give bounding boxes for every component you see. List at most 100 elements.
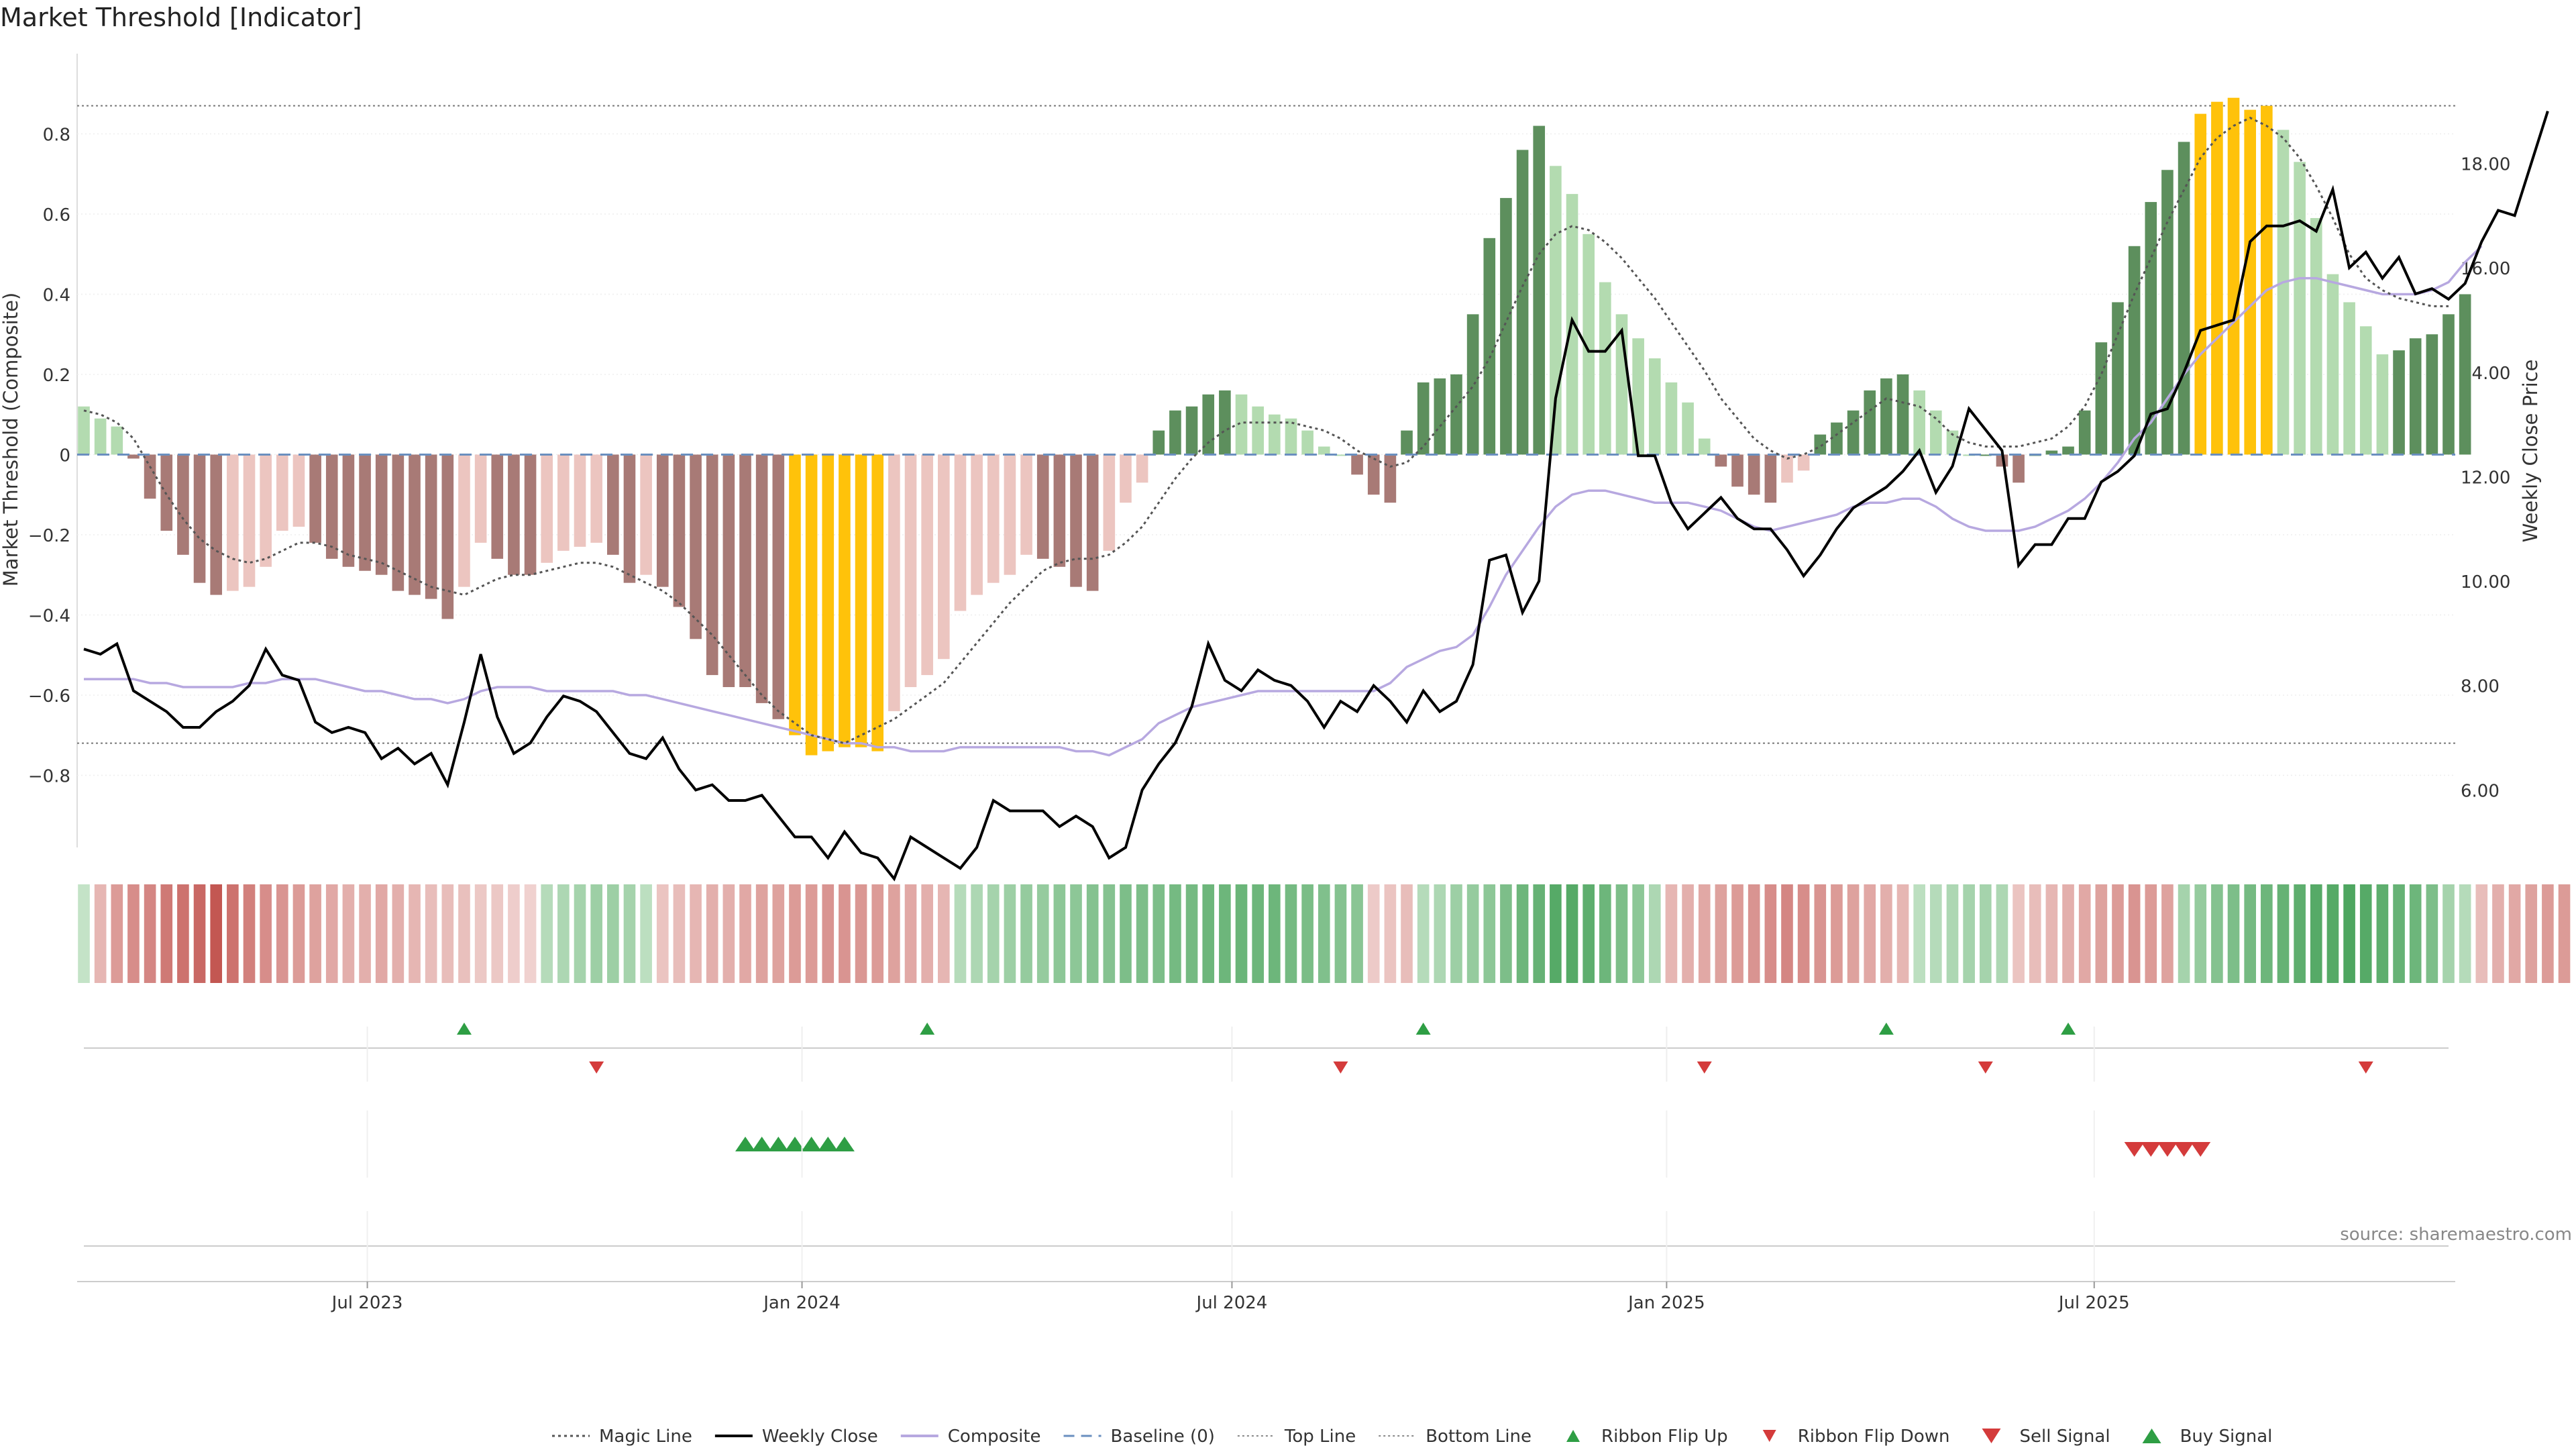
legend-item-buy: Buy Signal — [2142, 1427, 2272, 1447]
ribbon-cell — [2178, 884, 2190, 983]
composite-line — [84, 245, 2483, 757]
ribbon-cell — [2045, 884, 2058, 983]
ribbon-cell — [1252, 884, 1264, 983]
composite-bar — [2095, 342, 2108, 455]
composite-bar — [1847, 410, 1860, 455]
composite-bar — [2310, 217, 2322, 455]
composite-bar — [2012, 454, 2025, 483]
composite-bar — [1318, 446, 1330, 455]
composite-bar — [441, 454, 454, 619]
composite-bar — [1384, 454, 1397, 503]
composite-bar — [1185, 406, 1198, 455]
chart-title: Market Threshold [Indicator] — [0, 3, 362, 32]
composite-bar — [2359, 326, 2372, 455]
ribbon-cell — [1136, 884, 1148, 983]
ribbon-cell — [1466, 884, 1479, 983]
composite-bar — [1401, 430, 1413, 455]
composite-bar — [2112, 302, 2124, 455]
y2-axis-label: Weekly Close Price — [2519, 360, 2542, 543]
ribbon-cell — [1880, 884, 1892, 983]
composite-bar — [243, 454, 256, 587]
composite-bar — [2393, 350, 2405, 455]
ribbon-cell — [243, 884, 256, 983]
ribbon-cell — [144, 884, 156, 983]
ribbon-cell — [2128, 884, 2141, 983]
ribbon-cell — [1367, 884, 1380, 983]
composite-bar — [1086, 454, 1099, 591]
y2-tick-label: 12.00 — [2461, 468, 2510, 488]
ribbon-cell — [1450, 884, 1462, 983]
ribbon-cell — [1334, 884, 1347, 983]
y-tick-label: 0.8 — [43, 125, 70, 145]
composite-bar — [640, 454, 652, 575]
composite-bar — [855, 454, 867, 747]
composite-bar — [2062, 446, 2074, 455]
ribbon-cell — [904, 884, 917, 983]
ribbon-cell — [822, 884, 835, 983]
composite-bar — [1913, 390, 1926, 455]
composite-bar — [2426, 334, 2438, 455]
composite-bar — [1202, 394, 1215, 455]
composite-bar — [971, 454, 983, 595]
composite-bar — [1946, 430, 1959, 455]
legend-label: Weekly Close — [762, 1427, 878, 1447]
composite-bar — [1648, 358, 1661, 455]
ribbon-cell — [971, 884, 983, 983]
ribbon-cell — [2409, 884, 2422, 983]
ribbon-cell — [193, 884, 206, 983]
ribbon-cell — [1318, 884, 1330, 983]
ribbon-cell — [359, 884, 371, 983]
ribbon-cell — [673, 884, 686, 983]
ribbon-cell — [871, 884, 884, 983]
ribbon-cell — [1550, 884, 1562, 983]
ribbon-cell — [2542, 884, 2554, 983]
legend-label: Sell Signal — [2019, 1427, 2110, 1447]
composite-bar — [2443, 314, 2455, 455]
ribbon-cell — [772, 884, 785, 983]
legend-swatch — [1982, 1429, 2001, 1443]
legend-label: Ribbon Flip Up — [1601, 1427, 1728, 1447]
legend-item-bottom: Bottom Line — [1379, 1427, 1532, 1447]
composite-bar — [2178, 142, 2190, 455]
legend-swatch — [2142, 1429, 2161, 1443]
ribbon-panel — [78, 884, 2571, 983]
ribbon-cell — [1665, 884, 1678, 983]
ribbon-cell — [2443, 884, 2455, 983]
x-tick-label: Jul 2024 — [1195, 1293, 1268, 1313]
composite-bar — [1169, 410, 1181, 455]
ribbon-cell — [2343, 884, 2355, 983]
composite-bar — [2045, 450, 2058, 455]
ribbon-cell — [1748, 884, 1760, 983]
ribbon-cell — [1235, 884, 1248, 983]
composite-bar — [921, 454, 933, 676]
ribbon-cell — [557, 884, 570, 983]
ribbon-cell — [2558, 884, 2571, 983]
composite-bar — [425, 454, 437, 599]
composite-bar — [772, 454, 785, 719]
composite-bar — [359, 454, 371, 571]
ribbon-cell — [755, 884, 768, 983]
y2-tick-label: 6.00 — [2461, 781, 2500, 801]
composite-bar — [474, 454, 487, 543]
composite-bar — [590, 454, 602, 543]
composite-bar — [177, 454, 189, 555]
composite-bar — [1120, 454, 1132, 503]
ribbon-flip-down-marker — [1697, 1061, 1712, 1074]
x-tick-label: Jan 2024 — [762, 1293, 841, 1313]
composite-bar — [1864, 390, 1876, 455]
composite-bar — [94, 418, 107, 455]
ribbon-cell — [2426, 884, 2438, 983]
ribbon-flip-up-marker — [1878, 1023, 1894, 1035]
composite-bar — [1781, 454, 1793, 483]
composite-bar — [2409, 338, 2422, 455]
ribbon-cell — [2508, 884, 2521, 983]
ribbon-cell — [805, 884, 818, 983]
composite-bar — [1103, 454, 1116, 551]
ribbon-cell — [1152, 884, 1165, 983]
composite-bar — [1285, 418, 1297, 455]
ribbon-cell — [921, 884, 933, 983]
composite-bar — [2128, 246, 2141, 455]
ribbon-cell — [2475, 884, 2488, 983]
ribbon-cell — [309, 884, 321, 983]
ribbon-cell — [177, 884, 189, 983]
